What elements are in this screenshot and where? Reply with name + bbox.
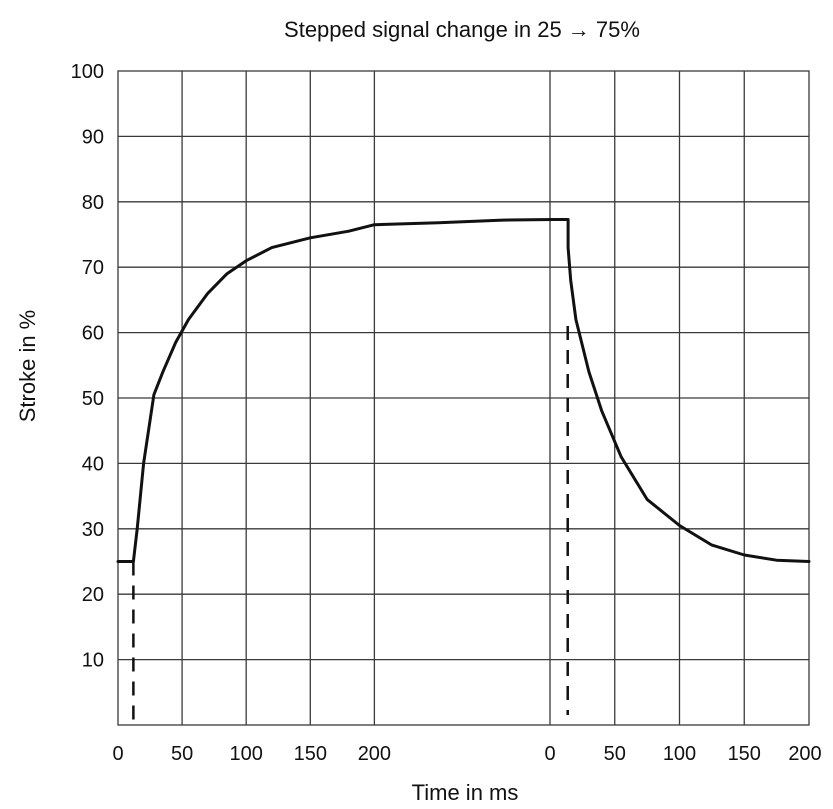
x-tick-label: 200 — [788, 743, 821, 765]
y-tick-label: 50 — [82, 388, 104, 410]
x-axis-label: Time in ms — [412, 780, 519, 805]
x-tick-label: 100 — [230, 743, 263, 765]
x-tick-label: 0 — [544, 743, 555, 765]
x-tick-label: 50 — [604, 743, 626, 765]
series — [116, 218, 811, 563]
x-tick-label: 200 — [358, 743, 391, 765]
y-tick-label: 60 — [82, 323, 104, 345]
y-ticks: 10 20 30 40 50 60 70 80 90 100 — [71, 61, 104, 672]
x-tick-label: 0 — [112, 743, 123, 765]
plot-grid — [117, 70, 810, 726]
y-tick-label: 90 — [82, 126, 104, 148]
y-tick-label: 20 — [82, 584, 104, 606]
y-tick-label: 70 — [82, 257, 104, 279]
y-tick-label: 40 — [82, 453, 104, 475]
x-tick-label: 50 — [171, 743, 193, 765]
y-tick-label: 10 — [82, 650, 104, 672]
y-tick-label: 80 — [82, 192, 104, 214]
y-axis-label: Stroke in % — [15, 310, 40, 423]
step-markers — [132, 326, 569, 723]
x-tick-label: 150 — [728, 743, 761, 765]
rise-curve — [116, 218, 563, 563]
y-tick-label: 30 — [82, 519, 104, 541]
chart-title: Stepped signal change in 25 → 75% — [284, 17, 640, 42]
y-tick-label: 100 — [71, 61, 104, 83]
x-tick-label: 100 — [663, 743, 696, 765]
x-ticks: 0 50 100 150 200 0 50 100 150 200 — [112, 743, 821, 765]
fall-curve — [548, 218, 811, 563]
x-tick-label: 150 — [294, 743, 327, 765]
